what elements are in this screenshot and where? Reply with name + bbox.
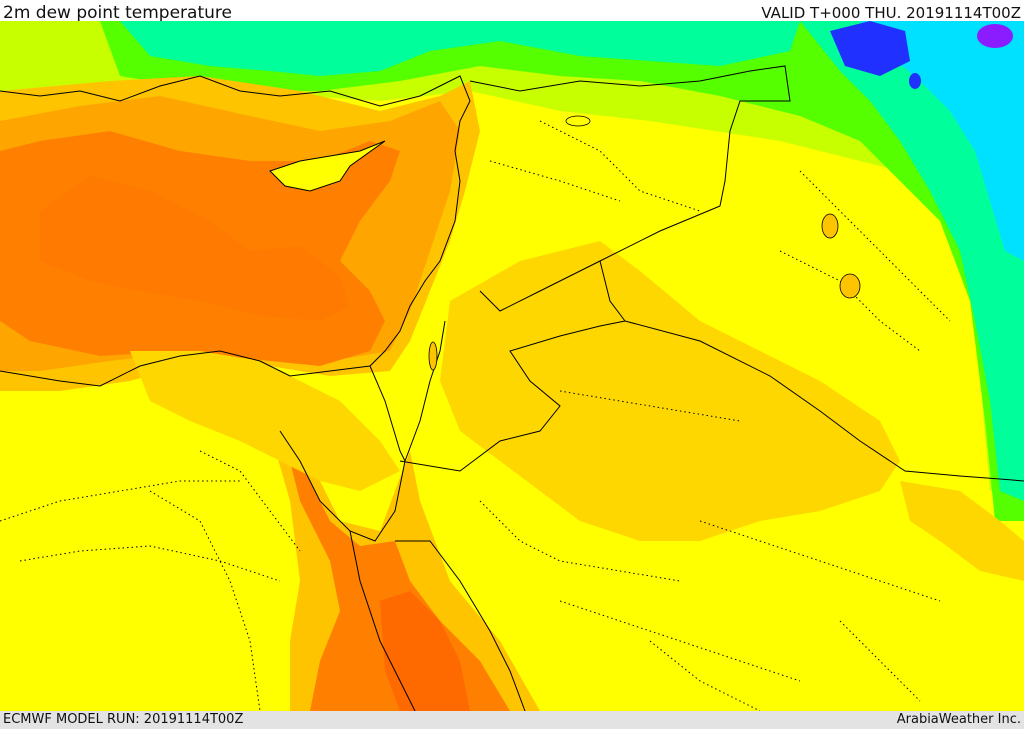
mediterranean-deep-core (40, 176, 350, 321)
dead-sea (428, 341, 438, 371)
syria-turkey-border (469, 65, 791, 207)
credit-label: ArabiaWeather Inc. (896, 712, 1021, 727)
desert-gold-patch (440, 241, 900, 541)
red-sea-east-coast (395, 540, 526, 711)
saudi-gold-patch (900, 481, 1024, 581)
red-sea-west-coast (349, 530, 416, 711)
east-cyan (860, 21, 1024, 261)
header-bar: 2m dew point temperature VALID T+000 THU… (0, 0, 1024, 21)
syria-lake (565, 115, 591, 127)
sinai-gold-patch (130, 351, 400, 491)
syria-iraq-border (479, 205, 721, 312)
blue-spot (909, 73, 921, 89)
turkey-coast (0, 75, 471, 152)
jordan-border (399, 260, 626, 472)
lake-van-region (821, 213, 839, 239)
map-title: 2m dew point temperature (3, 3, 232, 21)
model-run-label: ECMWF MODEL RUN: 20191114T00Z (3, 712, 244, 727)
dotted-province-borders (0, 120, 951, 711)
east-cyan-green (800, 21, 1024, 501)
map-canvas (0, 21, 1024, 711)
israel-border (369, 320, 446, 463)
valid-time-label: VALID T+000 THU. 20191114T00Z (761, 4, 1021, 21)
iraq-saudi-border (624, 320, 1024, 482)
cyprus-island (269, 140, 386, 192)
dew-point-map[interactable] (0, 21, 1024, 711)
red-sea-orange (285, 441, 510, 711)
east-blue (830, 21, 910, 76)
red-sea-deep-orange (380, 591, 470, 711)
egypt-coast (0, 350, 371, 387)
levant-coast (369, 150, 461, 367)
turkey-cyan-green (120, 21, 800, 76)
iraq-lake (839, 273, 861, 299)
footer-bar: ECMWF MODEL RUN: 20191114T00Z ArabiaWeat… (0, 711, 1024, 729)
purple-cell (977, 24, 1013, 48)
northern-green-band (0, 21, 1024, 491)
